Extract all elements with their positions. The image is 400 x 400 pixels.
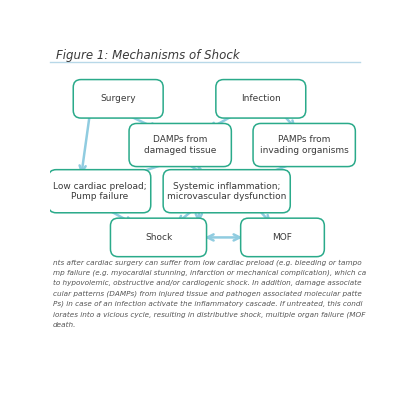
FancyBboxPatch shape <box>48 170 151 213</box>
FancyBboxPatch shape <box>241 218 324 257</box>
Text: DAMPs from
damaged tissue: DAMPs from damaged tissue <box>144 135 216 155</box>
Text: Ps) in case of an infection activate the inflammatory cascade. If untreated, thi: Ps) in case of an infection activate the… <box>53 301 363 308</box>
Text: death.: death. <box>53 322 76 328</box>
Text: mp failure (e.g. myocardial stunning, infarction or mechanical complication), wh: mp failure (e.g. myocardial stunning, in… <box>53 270 366 276</box>
Text: MOF: MOF <box>272 233 292 242</box>
Text: iorates into a vicious cycle, resulting in distributive shock, multiple organ fa: iorates into a vicious cycle, resulting … <box>53 311 366 318</box>
Text: nts after cardiac surgery can suffer from low cardiac preload (e.g. bleeding or : nts after cardiac surgery can suffer fro… <box>53 259 362 266</box>
Text: PAMPs from
invading organisms: PAMPs from invading organisms <box>260 135 348 155</box>
Text: Infection: Infection <box>241 94 281 103</box>
FancyBboxPatch shape <box>163 170 290 213</box>
Text: cular patterns (DAMPs) from injured tissue and pathogen associated molecular pat: cular patterns (DAMPs) from injured tiss… <box>53 290 362 297</box>
Text: Systemic inflammation;
microvascular dysfunction: Systemic inflammation; microvascular dys… <box>167 182 286 201</box>
Text: to hypovolemic, obstructive and/or cardiogenic shock. In addition, damage associ: to hypovolemic, obstructive and/or cardi… <box>53 280 362 286</box>
FancyBboxPatch shape <box>73 80 163 118</box>
FancyBboxPatch shape <box>253 124 355 166</box>
Text: Low cardiac preload;
Pump failure: Low cardiac preload; Pump failure <box>53 182 146 201</box>
Text: Figure 1: Mechanisms of Shock: Figure 1: Mechanisms of Shock <box>56 49 240 62</box>
FancyBboxPatch shape <box>110 218 206 257</box>
Text: Surgery: Surgery <box>100 94 136 103</box>
FancyBboxPatch shape <box>129 124 231 166</box>
FancyBboxPatch shape <box>216 80 306 118</box>
Text: Shock: Shock <box>145 233 172 242</box>
